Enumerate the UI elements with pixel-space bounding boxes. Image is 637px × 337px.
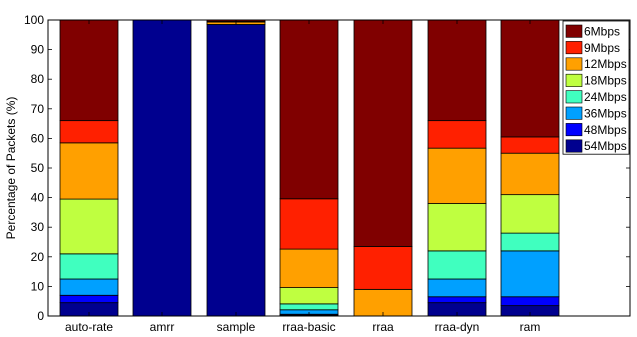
bar-segment-auto-rate-18Mbps — [59, 198, 119, 255]
legend-swatch-9Mbps — [565, 41, 583, 55]
legend-label-6Mbps: 6Mbps — [584, 24, 620, 38]
axes-frame — [47, 19, 631, 317]
y-tick-label: 60 — [31, 131, 45, 145]
x-tick-label: rraa — [372, 320, 394, 334]
bar-segment-auto-rate-48Mbps — [59, 294, 119, 304]
bar-segment-rraa-dyn-12Mbps — [427, 147, 487, 204]
legend-swatch-36Mbps — [565, 106, 583, 120]
legend-label-48Mbps: 48Mbps — [584, 123, 627, 137]
legend-swatch-12Mbps — [565, 57, 583, 71]
plot-area: auto-rate amrr sample rraa-basic rraa rraa-dy… — [24, 13, 631, 334]
legend-swatch-18Mbps — [565, 73, 583, 87]
bar-segment-rraa-9Mbps — [353, 246, 413, 290]
legend-swatch-6Mbps — [565, 24, 583, 38]
legend-label-12Mbps: 12Mbps — [584, 57, 627, 71]
bar-segment-auto-rate-24Mbps — [59, 253, 119, 280]
bar-segment-amrr-54Mbps — [132, 19, 192, 317]
x-tick-label: rraa-dyn — [435, 320, 480, 334]
y-tick-label: 80 — [31, 72, 45, 86]
legend-swatch-54Mbps — [565, 139, 583, 153]
bar-segment-ram-6Mbps — [500, 19, 560, 138]
bar-segment-ram-9Mbps — [500, 136, 560, 154]
x-tick-label: sample — [217, 320, 256, 334]
legend-label-18Mbps: 18Mbps — [584, 74, 627, 88]
bar-segment-rraa-basic-24Mbps — [279, 303, 339, 311]
bar-segment-auto-rate-9Mbps — [59, 120, 119, 144]
bar-segment-auto-rate-36Mbps — [59, 278, 119, 296]
bar-segment-ram-12Mbps — [500, 152, 560, 196]
y-tick-label: 50 — [31, 161, 45, 175]
legend-label-36Mbps: 36Mbps — [584, 106, 627, 120]
x-tick-label: ram — [520, 320, 541, 334]
x-tick-label: rraa-basic — [282, 320, 335, 334]
y-tick-label: 30 — [31, 220, 45, 234]
bar-segment-rraa-basic-6Mbps — [279, 19, 339, 200]
y-tick-label: 0 — [37, 309, 44, 323]
y-tick-label: 100 — [24, 13, 44, 27]
bar-segment-ram-24Mbps — [500, 232, 560, 252]
bar-segment-rraa-dyn-48Mbps — [427, 296, 487, 304]
bar-segment-rraa-dyn-9Mbps — [427, 120, 487, 149]
y-tick-label: 10 — [31, 279, 45, 293]
bar-segment-ram-18Mbps — [500, 194, 560, 234]
bar-segment-rraa-basic-12Mbps — [279, 248, 339, 288]
y-tick-label: 40 — [31, 191, 45, 205]
legend-swatch-24Mbps — [565, 90, 583, 104]
x-tick-label: amrr — [150, 320, 175, 334]
x-tick-label: auto-rate — [65, 320, 113, 334]
bar-segment-auto-rate-12Mbps — [59, 142, 119, 200]
bar-segment-rraa-dyn-18Mbps — [427, 203, 487, 252]
bar-segment-rraa-dyn-36Mbps — [427, 278, 487, 298]
y-axis-label: Percentage of Packets (%) — [4, 97, 18, 240]
legend-swatch-48Mbps — [565, 123, 583, 137]
bar-segment-auto-rate-6Mbps — [59, 19, 119, 122]
legend-label-54Mbps: 54Mbps — [584, 139, 627, 153]
bar-segment-rraa-6Mbps — [353, 19, 413, 247]
bar-segment-sample-54Mbps — [206, 24, 266, 317]
bar-segment-rraa-dyn-24Mbps — [427, 250, 487, 280]
bar-segment-rraa-basic-18Mbps — [279, 287, 339, 305]
y-tick-label: 20 — [31, 250, 45, 264]
bar-segment-ram-48Mbps — [500, 296, 560, 307]
legend-label-24Mbps: 24Mbps — [584, 90, 627, 104]
bar-segment-rraa-dyn-6Mbps — [427, 19, 487, 122]
y-tick-label: 70 — [31, 102, 45, 116]
legend-label-9Mbps: 9Mbps — [584, 41, 620, 55]
y-tick-label: 90 — [31, 43, 45, 57]
bar-segment-rraa-basic-9Mbps — [279, 198, 339, 250]
bar-segment-ram-36Mbps — [500, 250, 560, 298]
